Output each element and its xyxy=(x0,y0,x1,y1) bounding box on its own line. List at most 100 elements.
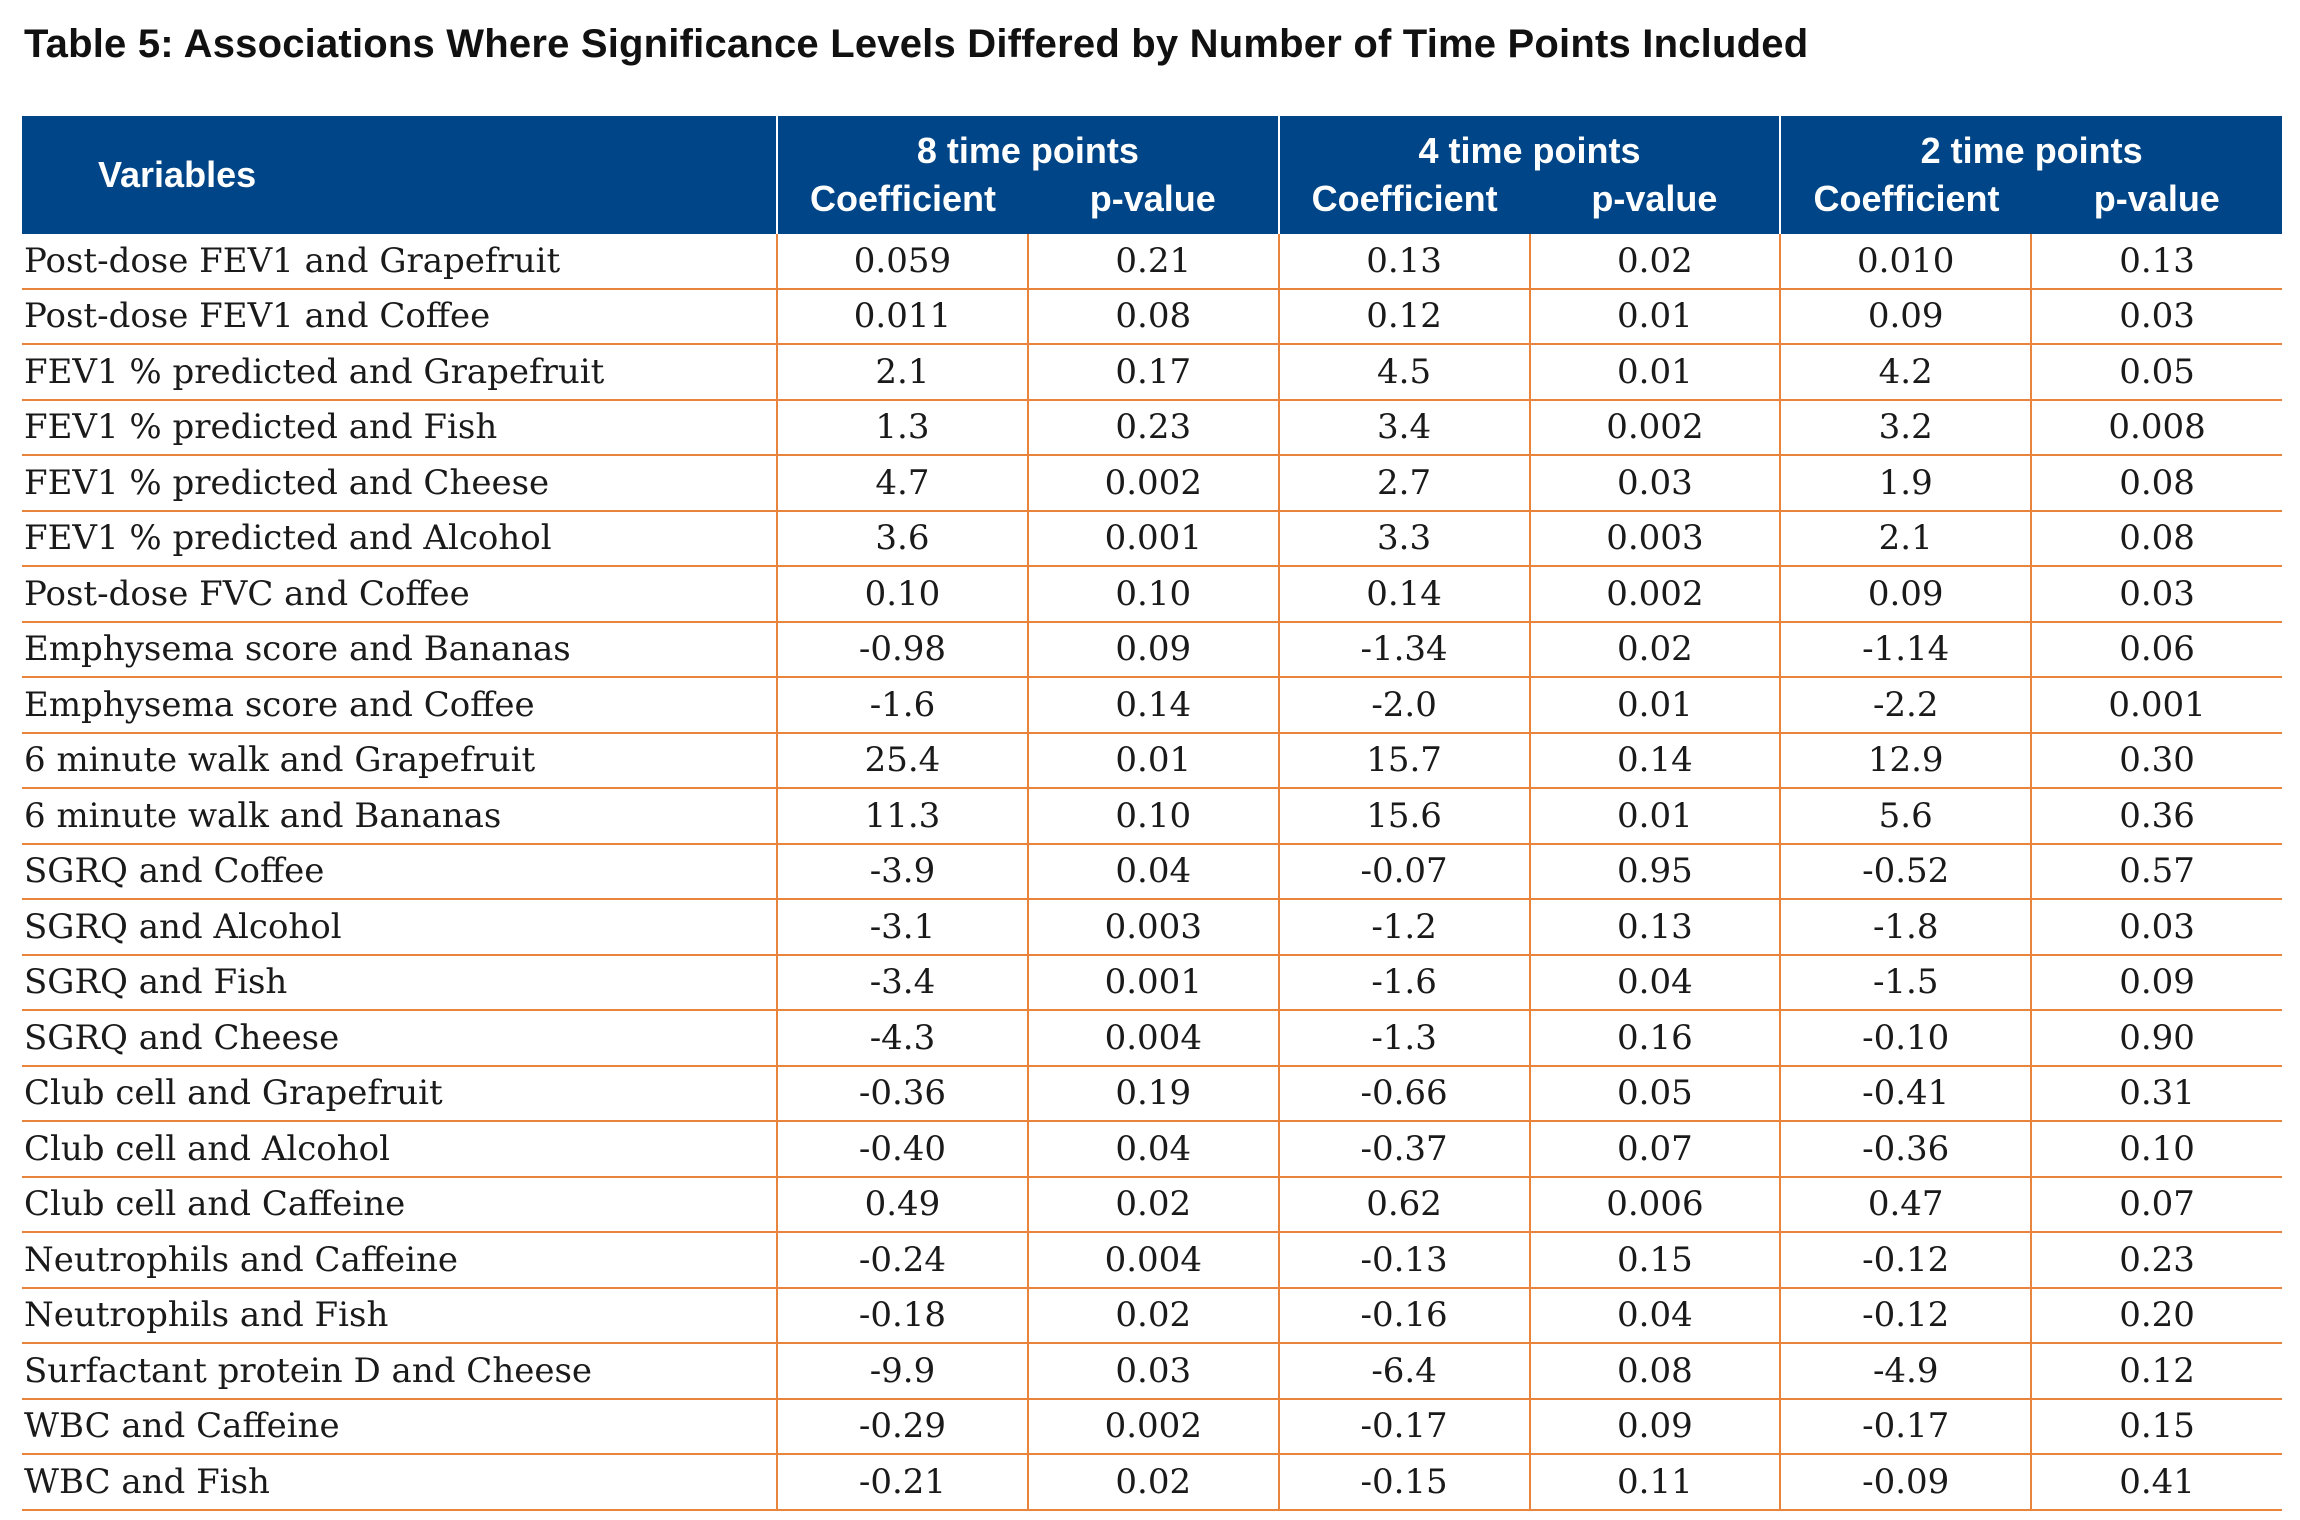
table-row: 6 minute walk and Grapefruit 25.4 0.01 15.7… xyxy=(22,732,2282,789)
p-value-4-cell: 0.04 xyxy=(1528,954,1781,1011)
p-value-4-cell: 0.11 xyxy=(1528,1454,1781,1511)
p-value-2-cell: 0.05 xyxy=(2030,344,2282,401)
group-header-8-time-points: 8 time points Coefficient p-value xyxy=(776,116,1279,234)
coefficient-8-cell: 0.059 xyxy=(776,234,1028,290)
coefficient-8-cell: 0.49 xyxy=(776,1176,1028,1233)
coefficient-2-cell: -0.12 xyxy=(1779,1287,2032,1344)
p-value-2-cell: 0.03 xyxy=(2030,899,2282,956)
p-value-2-cell: 0.20 xyxy=(2030,1287,2282,1344)
p-value-2-cell: 0.57 xyxy=(2030,843,2282,900)
p-value-4-cell: 0.07 xyxy=(1528,1121,1781,1178)
table-row: Surfactant protein D and Cheese -9.9 0.03-… xyxy=(22,1343,2282,1400)
p-value-4-cell: 0.01 xyxy=(1528,288,1781,345)
p-value-header: p-value xyxy=(1089,178,1216,219)
table-row: Neutrophils and Caffeine -0.24 0.004 -0.13 0… xyxy=(22,1232,2282,1289)
variable-cell: Post-dose FEV1 and Grapefruit xyxy=(22,234,778,290)
p-value-4-cell: 0.14 xyxy=(1528,732,1781,789)
p-value-2-cell: 0.06 xyxy=(2030,621,2282,678)
table-row: SGRQ and Coffee -3.9 0.04 -0.07 0.95 -0.52 0.5… xyxy=(22,843,2282,900)
table-row: Neutrophils and Fish -0.18 0.02 -0.16 0.04 -0… xyxy=(22,1287,2282,1344)
p-value-4-cell: 0.08 xyxy=(1528,1343,1781,1400)
variable-cell: SGRQ and Fish xyxy=(22,954,778,1011)
variable-cell: FEV1 % predicted and Fish xyxy=(22,399,778,456)
p-value-2-cell: 0.13 xyxy=(2030,234,2282,290)
coefficient-4-cell: -2.0 xyxy=(1277,677,1530,734)
coefficient-4-cell: -0.16 xyxy=(1277,1287,1530,1344)
coefficient-8-cell: -0.21 xyxy=(776,1454,1028,1511)
p-value-2-cell: 0.03 xyxy=(2030,288,2282,345)
p-value-2-cell: 0.09 xyxy=(2030,954,2282,1011)
coefficient-2-cell: -0.12 xyxy=(1779,1232,2032,1289)
coefficient-8-cell: -4.3 xyxy=(776,1010,1028,1067)
coefficient-header: Coefficient xyxy=(1813,178,2000,219)
p-value-2-cell: 0.15 xyxy=(2030,1398,2282,1455)
coefficient-4-cell: -0.17 xyxy=(1277,1398,1530,1455)
p-value-8-cell: 0.04 xyxy=(1026,843,1279,900)
coefficient-8-cell: 3.6 xyxy=(776,510,1028,567)
coefficient-8-cell: 25.4 xyxy=(776,732,1028,789)
coefficient-4-cell: 2.7 xyxy=(1277,455,1530,512)
table-title: Table 5: Associations Where Significance… xyxy=(24,22,1809,66)
coefficient-4-cell: -1.6 xyxy=(1277,954,1530,1011)
coefficient-8-cell: -0.29 xyxy=(776,1398,1028,1455)
p-value-4-cell: 0.02 xyxy=(1528,621,1781,678)
variable-cell: WBC and Fish xyxy=(22,1454,778,1511)
coefficient-8-cell: -0.18 xyxy=(776,1287,1028,1344)
table-row: SGRQ and Alcohol -3.1 0.003 -1.2 0.13 -1.8 0.0… xyxy=(22,899,2282,956)
variables-header: Variables xyxy=(22,116,778,234)
variable-cell: SGRQ and Coffee xyxy=(22,843,778,900)
associations-table: Variables 8 time points Coefficient p-va… xyxy=(22,116,2282,1511)
coefficient-4-cell: -0.13 xyxy=(1277,1232,1530,1289)
coefficient-8-cell: 0.10 xyxy=(776,566,1028,623)
p-value-2-cell: 0.41 xyxy=(2030,1454,2282,1511)
p-value-2-cell: 0.31 xyxy=(2030,1065,2282,1122)
table-row: SGRQ and Fish -3.4 0.001 -1.6 0.04 -1.5 0.09 xyxy=(22,954,2282,1011)
p-value-4-cell: 0.15 xyxy=(1528,1232,1781,1289)
p-value-8-cell: 0.001 xyxy=(1026,510,1279,567)
group-title: 4 time points xyxy=(1418,130,1641,171)
table-header: Variables 8 time points Coefficient p-va… xyxy=(22,116,2282,234)
p-value-8-cell: 0.002 xyxy=(1026,1398,1279,1455)
coefficient-8-cell: 1.3 xyxy=(776,399,1028,456)
coefficient-8-cell: 4.7 xyxy=(776,455,1028,512)
coefficient-8-cell: -3.9 xyxy=(776,843,1028,900)
p-value-8-cell: 0.10 xyxy=(1026,566,1279,623)
coefficient-4-cell: 15.6 xyxy=(1277,788,1530,845)
p-value-8-cell: 0.004 xyxy=(1026,1232,1279,1289)
coefficient-8-cell: 11.3 xyxy=(776,788,1028,845)
table-row: Post-dose FVC and Coffee 0.10 0.10 0.14 0.00… xyxy=(22,566,2282,623)
table-row: 6 minute walk and Bananas 11.3 0.10 15.6 0.0… xyxy=(22,788,2282,845)
variable-cell: Post-dose FVC and Coffee xyxy=(22,566,778,623)
coefficient-4-cell: 4.5 xyxy=(1277,344,1530,401)
p-value-8-cell: 0.19 xyxy=(1026,1065,1279,1122)
coefficient-2-cell: -1.8 xyxy=(1779,899,2032,956)
p-value-2-cell: 0.36 xyxy=(2030,788,2282,845)
p-value-8-cell: 0.08 xyxy=(1026,288,1279,345)
coefficient-4-cell: -1.2 xyxy=(1277,899,1530,956)
coefficient-8-cell: -0.98 xyxy=(776,621,1028,678)
p-value-2-cell: 0.10 xyxy=(2030,1121,2282,1178)
variables-header-label: Variables xyxy=(98,154,257,195)
variable-cell: SGRQ and Cheese xyxy=(22,1010,778,1067)
p-value-4-cell: 0.002 xyxy=(1528,566,1781,623)
variable-cell: FEV1 % predicted and Cheese xyxy=(22,455,778,512)
table-row: Club cell and Grapefruit -0.36 0.19 -0.66 0.… xyxy=(22,1065,2282,1122)
variable-cell: FEV1 % predicted and Grapefruit xyxy=(22,344,778,401)
coefficient-2-cell: -0.36 xyxy=(1779,1121,2032,1178)
coefficient-2-cell: -0.52 xyxy=(1779,843,2032,900)
p-value-2-cell: 0.08 xyxy=(2030,455,2282,512)
p-value-4-cell: 0.04 xyxy=(1528,1287,1781,1344)
coefficient-2-cell: -1.5 xyxy=(1779,954,2032,1011)
coefficient-4-cell: -0.07 xyxy=(1277,843,1530,900)
p-value-8-cell: 0.04 xyxy=(1026,1121,1279,1178)
table-row: FEV1 % predicted and Fish 1.3 0.23 3.4 0.002… xyxy=(22,399,2282,456)
table-row: Club cell and Caffeine 0.49 0.02 0.62 0.006 0… xyxy=(22,1176,2282,1233)
coefficient-4-cell: 3.3 xyxy=(1277,510,1530,567)
p-value-8-cell: 0.004 xyxy=(1026,1010,1279,1067)
variable-cell: Emphysema score and Coffee xyxy=(22,677,778,734)
table-body: Post-dose FEV1 and Grapefruit 0.059 0.21 0.… xyxy=(22,234,2282,1511)
coefficient-2-cell: 0.47 xyxy=(1779,1176,2032,1233)
coefficient-8-cell: -0.24 xyxy=(776,1232,1028,1289)
p-value-header: p-value xyxy=(1591,178,1718,219)
p-value-4-cell: 0.002 xyxy=(1528,399,1781,456)
